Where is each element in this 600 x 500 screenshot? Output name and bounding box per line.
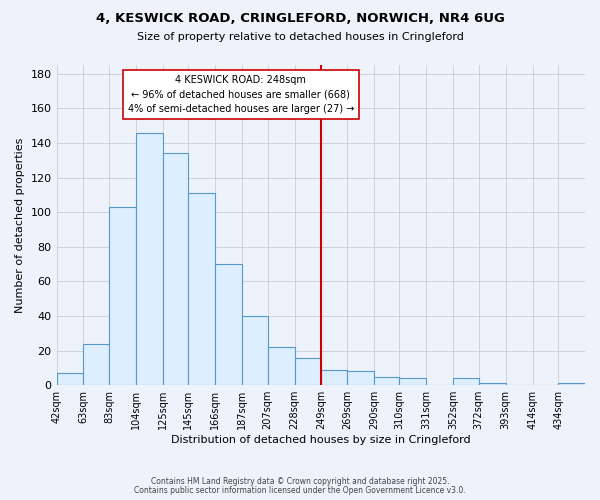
Bar: [347, 372, 374, 385]
Bar: [268, 347, 295, 385]
Text: Contains HM Land Registry data © Crown copyright and database right 2025.: Contains HM Land Registry data © Crown c…: [151, 477, 449, 486]
Bar: [242, 316, 268, 385]
Bar: [215, 264, 242, 385]
Bar: [188, 193, 215, 385]
Bar: [479, 384, 506, 385]
Bar: [295, 358, 322, 385]
Bar: [453, 378, 479, 385]
Bar: [83, 344, 109, 385]
Bar: [400, 378, 427, 385]
Bar: [56, 373, 83, 385]
Bar: [109, 207, 136, 385]
Text: 4 KESWICK ROAD: 248sqm
← 96% of detached houses are smaller (668)
4% of semi-det: 4 KESWICK ROAD: 248sqm ← 96% of detached…: [128, 74, 354, 114]
Bar: [322, 370, 347, 385]
Bar: [136, 132, 163, 385]
Bar: [163, 154, 188, 385]
Y-axis label: Number of detached properties: Number of detached properties: [15, 138, 25, 313]
Bar: [374, 376, 400, 385]
Text: Size of property relative to detached houses in Cringleford: Size of property relative to detached ho…: [137, 32, 463, 42]
X-axis label: Distribution of detached houses by size in Cringleford: Distribution of detached houses by size …: [171, 435, 470, 445]
Bar: [558, 384, 585, 385]
Text: 4, KESWICK ROAD, CRINGLEFORD, NORWICH, NR4 6UG: 4, KESWICK ROAD, CRINGLEFORD, NORWICH, N…: [95, 12, 505, 26]
Text: Contains public sector information licensed under the Open Government Licence v3: Contains public sector information licen…: [134, 486, 466, 495]
